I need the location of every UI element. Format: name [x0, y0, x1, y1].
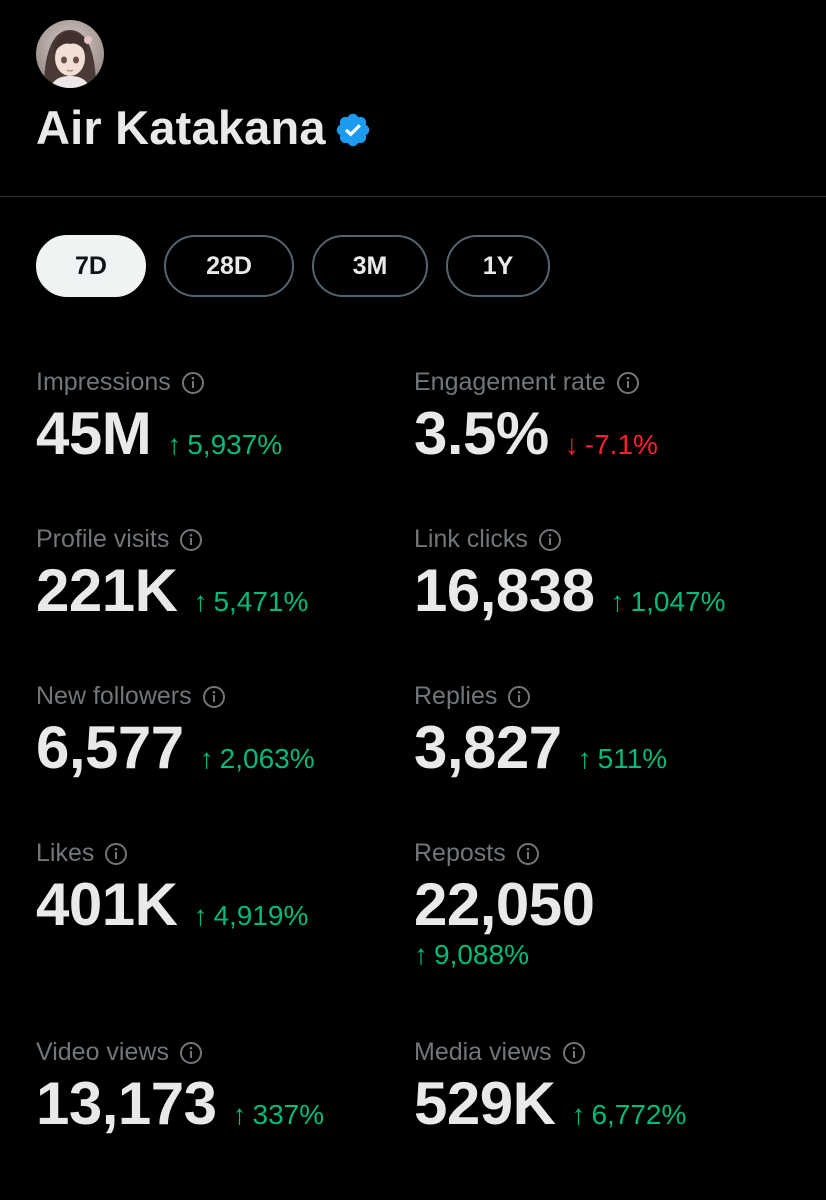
info-icon[interactable]: [104, 842, 128, 866]
arrow-up-icon: ↑: [193, 900, 208, 931]
metric-new-followers: New followers 6,577 ↑ 2,063%: [36, 682, 436, 782]
arrow-up-icon: ↑: [414, 939, 428, 970]
arrow-up-icon: ↑: [577, 743, 592, 774]
metric-value: 401K: [36, 871, 178, 938]
metric-media-views: Media views 529K ↑ 6,772%: [414, 1038, 814, 1138]
metric-value: 221K: [36, 557, 178, 624]
metric-value: 3.5%: [414, 400, 549, 467]
metric-value: 529K: [414, 1070, 556, 1137]
metric-reposts: Reposts 22,050 ↑ 9,088%: [414, 839, 814, 971]
metric-change-value: 2,063%: [219, 743, 315, 774]
metric-value: 3,827: [414, 714, 562, 781]
metric-label: New followers: [36, 682, 192, 710]
metric-change-value: 6,772%: [591, 1099, 687, 1130]
info-icon[interactable]: [179, 1041, 203, 1065]
metric-change-value: 511%: [597, 743, 668, 774]
metric-link-clicks: Link clicks 16,838 ↑ 1,047%: [414, 525, 814, 625]
metric-label: Likes: [36, 839, 95, 867]
metric-change-value: 337%: [252, 1099, 325, 1130]
metric-label: Impressions: [36, 368, 171, 396]
metric-change: ↑ 4,919%: [193, 900, 308, 932]
avatar-illustration: [36, 20, 104, 88]
profile-header: [36, 20, 104, 88]
metric-video-views: Video views 13,173 ↑ 337%: [36, 1038, 436, 1138]
metric-label: Reposts: [414, 839, 506, 867]
metric-change-value: 5,937%: [187, 429, 283, 460]
info-icon[interactable]: [616, 371, 640, 395]
metric-label: Profile visits: [36, 525, 170, 553]
metric-label: Engagement rate: [414, 368, 606, 396]
metric-change-value: -7.1%: [584, 429, 658, 460]
metric-label: Link clicks: [414, 525, 528, 553]
metric-change: ↑ 9,088%: [414, 939, 814, 971]
metric-change: ↑ 2,063%: [200, 743, 315, 775]
metric-change: ↑ 6,772%: [571, 1099, 686, 1131]
tab-3m[interactable]: 3M: [312, 235, 428, 297]
profile-name[interactable]: Air Katakana: [36, 101, 326, 154]
header-divider: [0, 196, 826, 197]
info-icon[interactable]: [516, 842, 540, 866]
info-icon[interactable]: [179, 528, 203, 552]
metric-change: ↓ -7.1%: [565, 429, 658, 461]
metric-impressions: Impressions 45M ↑ 5,937%: [36, 368, 436, 468]
info-icon[interactable]: [562, 1041, 586, 1065]
metric-change-value: 5,471%: [213, 586, 309, 617]
metric-change: ↑ 5,937%: [167, 429, 282, 461]
info-icon[interactable]: [538, 528, 562, 552]
arrow-up-icon: ↑: [193, 586, 208, 617]
metric-value: 13,173: [36, 1070, 217, 1137]
arrow-up-icon: ↑: [232, 1099, 247, 1130]
info-icon[interactable]: [202, 685, 226, 709]
time-range-tabs: 7D 28D 3M 1Y: [36, 235, 550, 297]
arrow-up-icon: ↑: [571, 1099, 586, 1130]
metric-value: 45M: [36, 400, 152, 467]
arrow-up-icon: ↑: [610, 586, 625, 617]
verified-badge-icon[interactable]: [334, 111, 372, 149]
metric-change: ↑ 5,471%: [193, 586, 308, 618]
metric-label: Video views: [36, 1038, 169, 1066]
metric-value: 22,050: [414, 871, 595, 938]
metric-replies: Replies 3,827 ↑ 511%: [414, 682, 814, 782]
metric-change: ↑ 1,047%: [611, 586, 726, 618]
tab-1y[interactable]: 1Y: [446, 235, 550, 297]
metric-engagement-rate: Engagement rate 3.5% ↓ -7.1%: [414, 368, 814, 468]
arrow-down-icon: ↓: [564, 429, 579, 460]
metric-label: Media views: [414, 1038, 552, 1066]
tab-7d[interactable]: 7D: [36, 235, 146, 297]
metric-label: Replies: [414, 682, 498, 710]
metric-value: 16,838: [414, 557, 595, 624]
profile-name-row: Air Katakana: [36, 100, 372, 155]
metric-change-value: 4,919%: [213, 900, 309, 931]
metric-change: ↑ 511%: [578, 743, 668, 775]
metric-value: 6,577: [36, 714, 184, 781]
arrow-up-icon: ↑: [167, 429, 182, 460]
metric-profile-visits: Profile visits 221K ↑ 5,471%: [36, 525, 436, 625]
metric-change-value: 1,047%: [630, 586, 726, 617]
metric-change: ↑ 337%: [233, 1099, 325, 1131]
info-icon[interactable]: [507, 685, 531, 709]
arrow-up-icon: ↑: [199, 743, 214, 774]
info-icon[interactable]: [181, 371, 205, 395]
avatar[interactable]: [36, 20, 104, 88]
metric-change-value: 9,088%: [434, 939, 529, 970]
tab-28d[interactable]: 28D: [164, 235, 294, 297]
metric-likes: Likes 401K ↑ 4,919%: [36, 839, 436, 939]
